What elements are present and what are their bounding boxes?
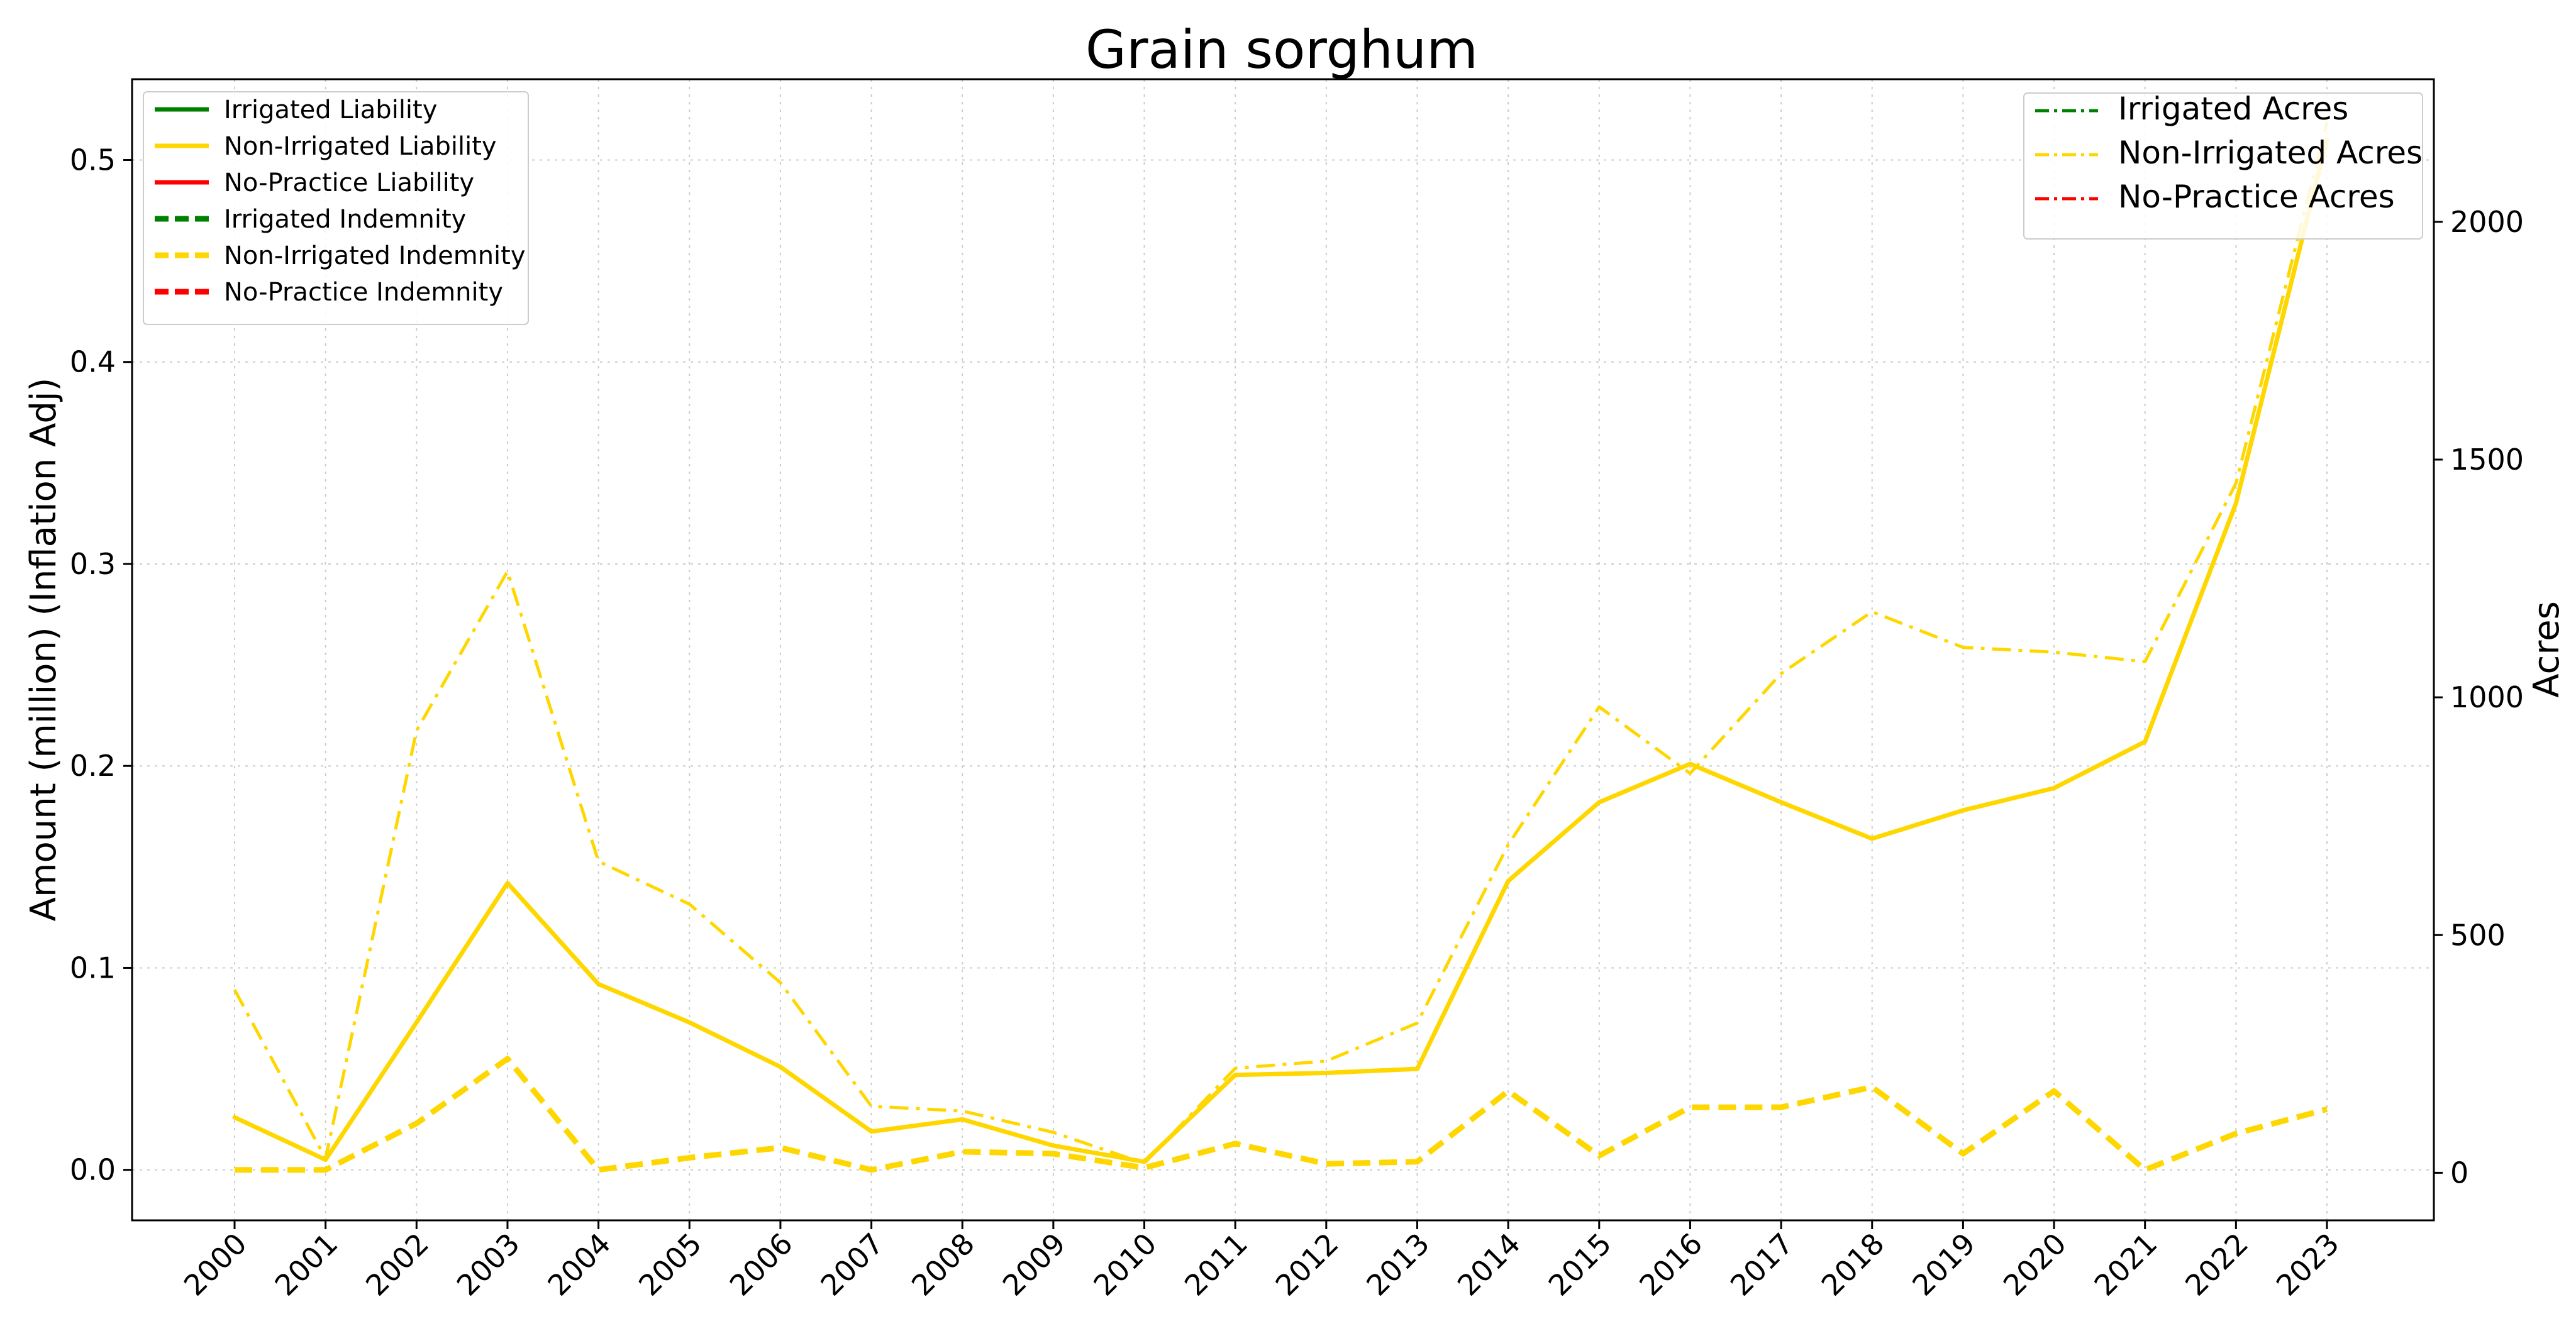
legend-left: Irrigated Liability Non-Irrigated Liabili… xyxy=(143,91,529,325)
legend-entry-label: Non-Irrigated Liability xyxy=(224,132,497,161)
y-tick-label-left: 0.4 xyxy=(70,345,116,379)
y-tick-label-left: 0.2 xyxy=(70,749,116,783)
y-axis-label-left: Amount (million) (Inflation Adj) xyxy=(23,378,64,922)
y-tick-label-left: 0.0 xyxy=(70,1153,116,1187)
legend-entry-label: Irrigated Indemnity xyxy=(224,205,466,234)
series-line-non-irrigated-liability xyxy=(232,137,2329,1164)
y-tick-label-right: 500 xyxy=(2450,918,2506,952)
legend-entry-label: No-Practice Liability xyxy=(224,168,474,197)
legend-entry-label: No-Practice Indemnity xyxy=(224,278,503,307)
legend-frame xyxy=(2023,92,2423,240)
series-layer xyxy=(232,121,2329,1173)
y-axis-label-right: Acres xyxy=(2526,601,2567,698)
chart-title: Grain sorghum xyxy=(1085,19,1478,80)
y-tick-label-left: 0.3 xyxy=(70,547,116,581)
series-line-non-irrigated-acres xyxy=(233,121,2329,1165)
legend-entry-label: Non-Irrigated Indemnity xyxy=(224,241,526,270)
legend-entry-label: Irrigated Liability xyxy=(224,96,437,124)
y-tick-label-left: 0.5 xyxy=(70,143,116,177)
y-tick-label-right: 0 xyxy=(2450,1156,2468,1190)
y-tick-label-right: 1000 xyxy=(2450,680,2524,714)
y-tick-label-left: 0.1 xyxy=(70,951,116,985)
legend-entry-label: No-Practice Acres xyxy=(2118,179,2395,215)
legend-entry-label: Irrigated Acres xyxy=(2118,91,2348,127)
y-tick-label-right: 1500 xyxy=(2450,443,2524,477)
plot-frame xyxy=(131,78,2435,1222)
legend-entry-label: Non-Irrigated Acres xyxy=(2118,135,2423,171)
y-tick-label-right: 2000 xyxy=(2450,205,2524,239)
series-line-non-irrigated-indemnity xyxy=(235,1056,2328,1173)
legend-right: Irrigated Acres Non-Irrigated Acres No-Pra… xyxy=(2023,91,2423,240)
legend-frame xyxy=(143,91,529,325)
